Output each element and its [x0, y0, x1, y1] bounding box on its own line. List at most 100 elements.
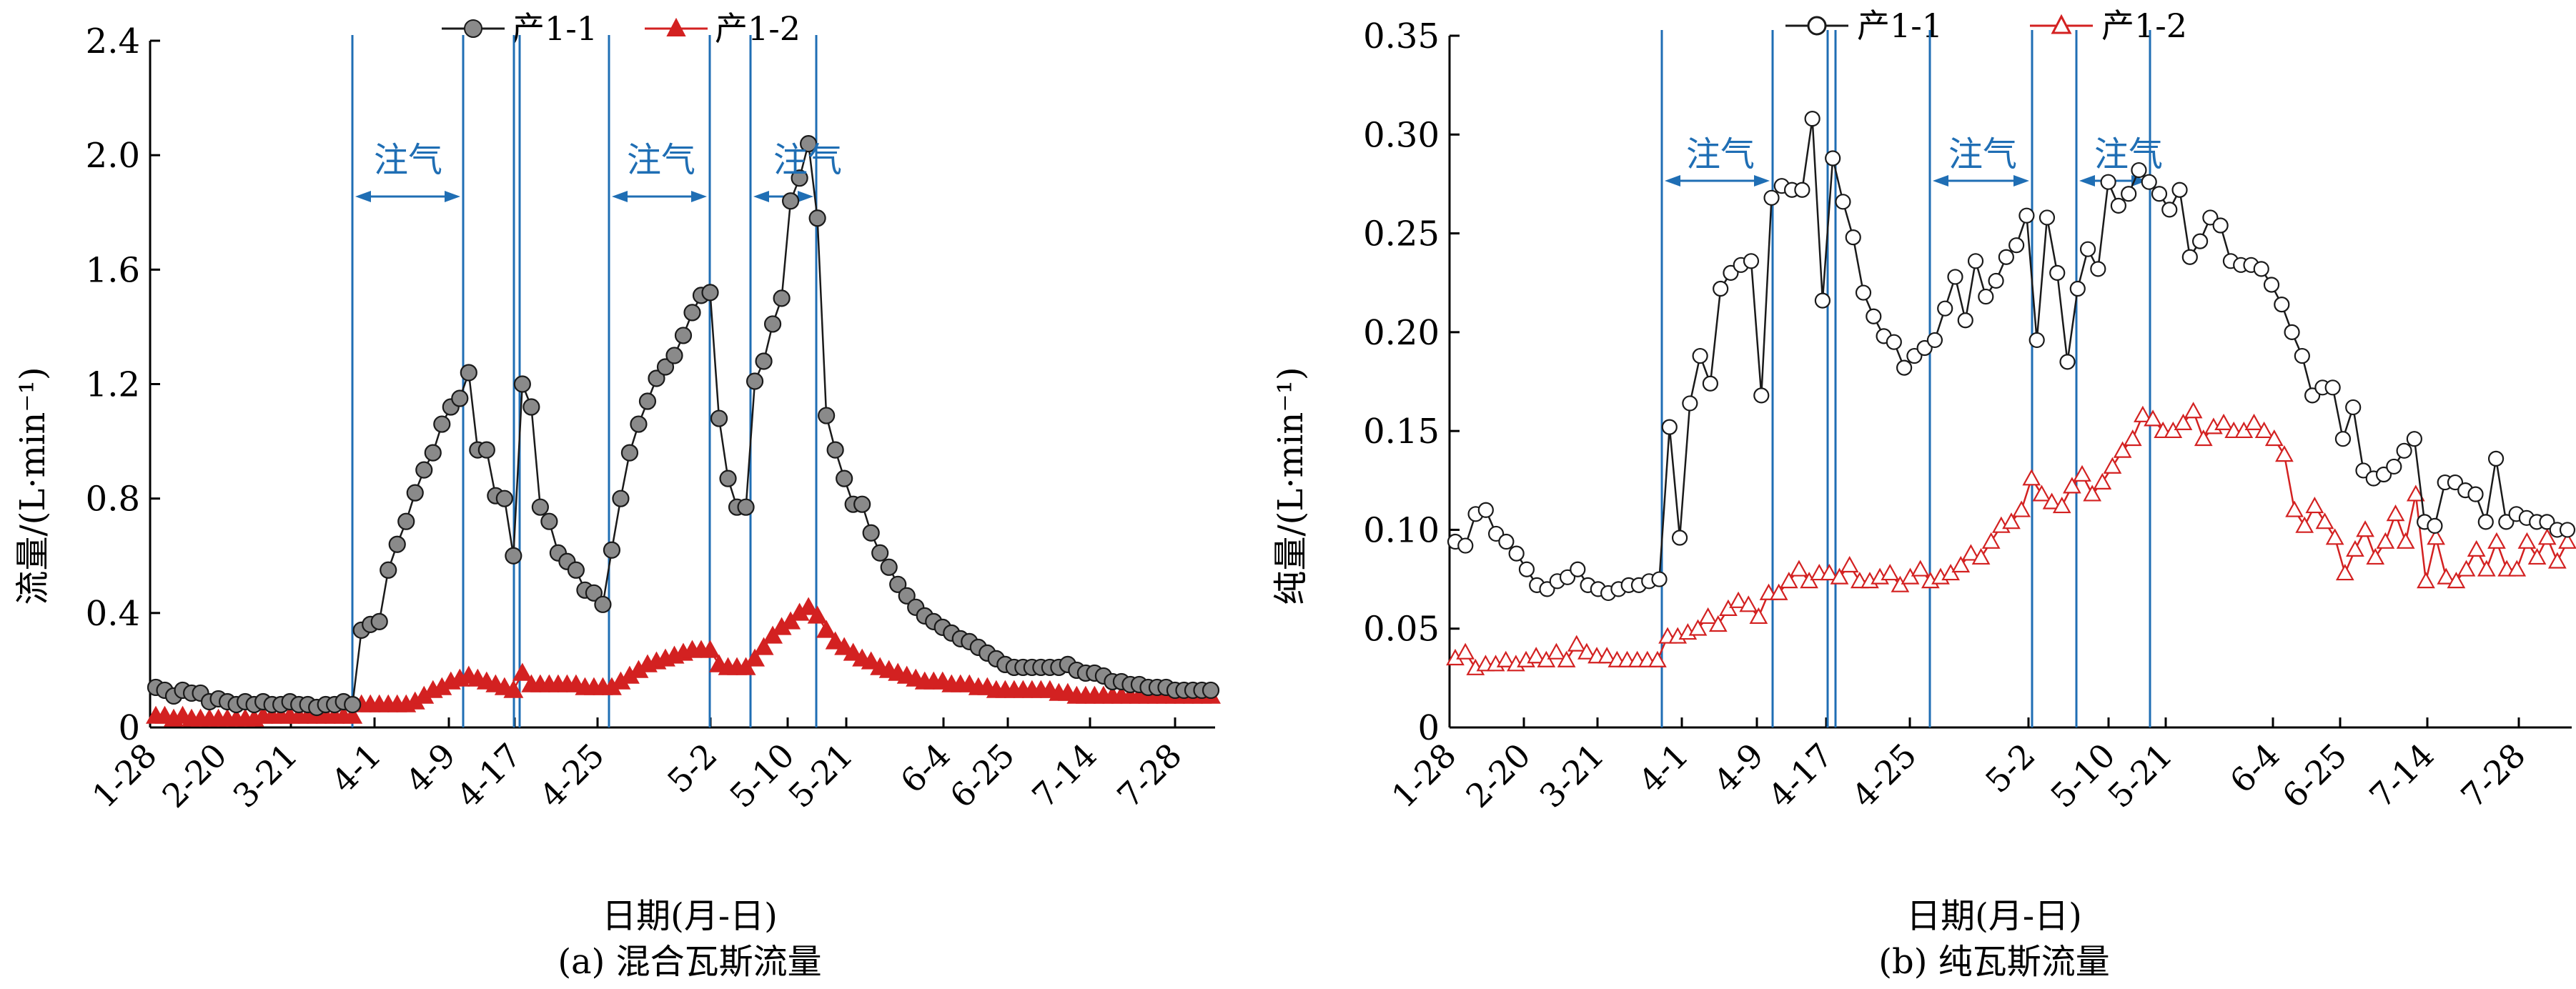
panel-b-series-2-point	[1941, 564, 1960, 581]
panel-a-series-1-point	[1202, 681, 1220, 700]
panel-b-series-1-point	[1988, 272, 2004, 289]
panel-b-series-1-point	[1508, 545, 1525, 562]
panel-b-series-1-point	[1866, 308, 1882, 324]
panel-a-series-2-point	[816, 620, 837, 638]
panel-a-series-1-point	[665, 347, 683, 364]
panel-b-arrow-head-left	[2079, 175, 2095, 187]
panel-b-series-1-point	[2324, 379, 2341, 396]
panel-a-legend-label-2: 产1-2	[715, 9, 801, 48]
panel-b-y-tick-label: 0.25	[1363, 214, 1440, 254]
panel-a-series-1-point	[889, 575, 907, 593]
panel-b-series-1-point	[1743, 253, 1760, 269]
panel-a-x-tick-label: 7-28	[1110, 736, 1189, 815]
panel-a-series-1-point	[800, 135, 818, 153]
panel-b-series-2-point	[2042, 492, 2061, 510]
panel-b-pure-gas-flow: 产1-1 产1-2 0 0.05 0.10 0.15 0.20 0.25 0.30 0.35 1…	[1271, 6, 2576, 982]
panel-a-series-1-point	[773, 289, 791, 307]
panel-a-series-1-line	[155, 143, 1211, 709]
panel-b-y-tick-label: 0.20	[1363, 313, 1440, 353]
panel-a-y-axis-title: 流量/(L·min⁻¹)	[13, 367, 53, 605]
panel-b-legend-marker-2	[2051, 14, 2072, 34]
panel-b-series-1-point	[2263, 277, 2280, 293]
panel-b-injection-label-1: 注气	[1686, 134, 1755, 174]
panel-a-series-1-point	[344, 695, 362, 714]
panel-b-series-2-point	[2254, 421, 2274, 439]
panel-b-series-2-point	[1749, 607, 1768, 625]
panel-a-series-1-point	[540, 512, 558, 530]
panel-b-series-1-point	[2028, 332, 2045, 349]
panel-b-series-1-point	[1998, 249, 2014, 265]
panel-b-series-2-point	[2346, 540, 2364, 557]
panel-a-series-1-point	[612, 489, 630, 507]
panel-a-series-1-point	[505, 547, 522, 565]
panel-b-series-2-point	[1708, 615, 1728, 632]
panel-b-series-2-point	[2214, 413, 2233, 430]
panel-a-series-2-point	[512, 662, 532, 681]
panel-b-injection-label-2: 注气	[1948, 134, 2017, 174]
panel-a-series-1-point	[620, 444, 639, 462]
panel-a-series-1-point	[871, 544, 889, 562]
panel-a-legend-marker-2	[666, 17, 686, 36]
panel-b-series-2-point	[1729, 591, 1748, 608]
panel-a-series-1-point	[656, 358, 675, 376]
panel-b-series-2-point	[1496, 650, 1515, 667]
panel-b-series-1-point	[1457, 537, 1474, 554]
panel-b-x-tick-label: 6-25	[2275, 736, 2354, 815]
panel-b-series-1-point	[2131, 161, 2147, 179]
panel-b-series-1-point	[1978, 288, 1994, 305]
panel-b-series-2-point	[2467, 540, 2486, 557]
panel-b-series-2-point	[1830, 567, 1849, 585]
panel-b-series-2-point	[1901, 567, 1920, 585]
panel-b-x-tick-label: 7-14	[2362, 736, 2442, 815]
panel-b-series-1-point	[2334, 431, 2352, 447]
panel-b-series-2-point	[1648, 650, 1667, 667]
panel-a-series-1-point	[406, 484, 424, 502]
panel-a-x-tick-label: 1-28	[85, 736, 164, 815]
panel-b-series-1-point	[1753, 387, 1770, 404]
panel-b-series-1-point	[1814, 292, 1831, 309]
panel-b-series-2-point	[2477, 560, 2496, 577]
panel-b-series-2-point	[1951, 555, 1971, 573]
panel-a-y-tick-label: 0.4	[86, 594, 140, 634]
panel-b-series-1-point	[1855, 284, 1872, 301]
panel-b-legend-label-1: 产1-1	[1857, 6, 1943, 45]
panel-a-series-1-point	[701, 284, 719, 302]
panel-a-series-1-point	[531, 498, 549, 516]
panel-a-series-1-point	[451, 389, 469, 407]
panel-a-x-tick-label: 2-20	[155, 736, 234, 815]
panel-b-series-1-point	[2110, 197, 2126, 214]
panel-a-series-1-point	[567, 561, 585, 579]
panel-b-series-2-point	[2396, 532, 2415, 549]
panel-b-series-2-point	[2234, 421, 2254, 439]
panel-b-series-2-point	[2113, 441, 2132, 458]
panel-b-series-1-point	[1835, 194, 1851, 210]
panel-b-series-2-point	[2073, 464, 2091, 482]
panel-b-series-1-point	[1957, 312, 1973, 329]
panel-a-series-1-point	[818, 407, 836, 424]
panel-b-series-1-point	[2467, 486, 2484, 502]
panel-a-x-tick-label: 6-25	[943, 736, 1022, 815]
panel-b-series-1-point	[1845, 229, 1861, 246]
panel-a-x-tick-label: 4-1	[324, 736, 389, 801]
panel-a-x-tick-label: 4-25	[532, 736, 612, 815]
panel-b-series-2-point	[2386, 505, 2405, 522]
panel-b-series-2-point	[2123, 429, 2142, 447]
panel-b-series-2-point	[2134, 405, 2152, 422]
panel-b-series-2-point	[2517, 532, 2537, 549]
panel-b-series-1-point	[1498, 533, 1515, 550]
panel-b-series-2-point	[1790, 560, 1808, 577]
panel-a-series-2-point	[745, 648, 766, 667]
panel-a-arrow-head-left	[753, 191, 769, 202]
panel-b-series-1-point	[2559, 522, 2576, 538]
panel-a-series-2-point	[834, 637, 855, 655]
panel-b-series-1-point	[2079, 241, 2096, 257]
panel-b-series-2-point	[2295, 516, 2314, 533]
panel-b-series-2-point	[2022, 469, 2041, 486]
panel-a-series-1-point	[594, 595, 612, 613]
panel-a-series-1-point	[836, 469, 853, 487]
panel-a-series-1-point	[719, 469, 737, 487]
panel-b-y-tick-label: 0.10	[1363, 510, 1440, 550]
panel-a-series-1-point	[808, 209, 826, 227]
panel-b-series-1-point	[1967, 253, 1984, 269]
panel-b-series-1-point	[2059, 354, 2076, 370]
